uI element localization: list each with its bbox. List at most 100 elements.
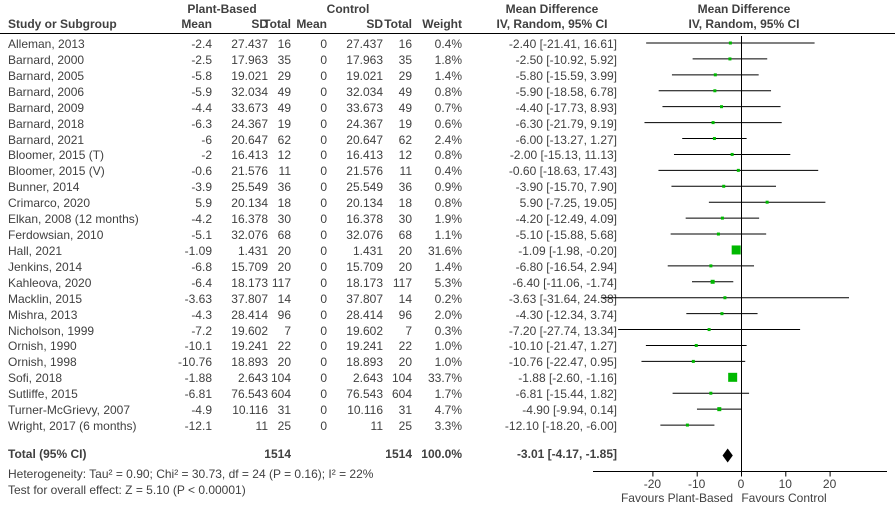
cell-sd_t: 1.431 bbox=[237, 243, 268, 258]
cell-n_c: 62 bbox=[398, 132, 412, 147]
cell-sd_t: 28.414 bbox=[231, 307, 268, 322]
cell-sd_c: 76.543 bbox=[346, 387, 383, 402]
cell-sd_t: 21.576 bbox=[231, 164, 268, 179]
cell-ci: -6.30 [-21.79, 9.19] bbox=[515, 116, 617, 131]
cell-mean_c: 0 bbox=[320, 243, 327, 258]
cell-mean_t: -4.9 bbox=[191, 403, 212, 418]
column-header-total-treatment: Total bbox=[263, 17, 291, 31]
study-row: Bloomer, 2015 (V) -0.6 21.576 11 0 21.576 11 0.… bbox=[0, 163, 895, 179]
study-row: Barnard, 2006 -5.9 32.034 49 0 32.034 49 0.8% -5… bbox=[0, 84, 895, 100]
cell-n_t: 20 bbox=[277, 243, 291, 258]
study-name: Mishra, 2013 bbox=[8, 307, 78, 322]
cell-ci: -2.00 [-15.13, 11.13] bbox=[509, 148, 617, 163]
cell-sd_c: 33.673 bbox=[346, 100, 383, 115]
cell-n_c: 11 bbox=[399, 164, 412, 179]
cell-n_c: 96 bbox=[398, 307, 412, 322]
cell-mean_c: 0 bbox=[320, 37, 327, 51]
cell-n_t: 36 bbox=[277, 180, 291, 195]
cell-n_t: 19 bbox=[277, 116, 291, 131]
cell-ci: -6.00 [-13.27, 1.27] bbox=[515, 132, 617, 147]
study-name: Crimarco, 2020 bbox=[8, 196, 91, 211]
total-weight: 100.0% bbox=[421, 447, 462, 461]
cell-n_c: 20 bbox=[398, 355, 412, 370]
total-n-treatment: 1514 bbox=[264, 447, 291, 461]
column-header-sd-treatment: SD bbox=[251, 17, 268, 31]
axis-tick-label: -10 bbox=[688, 477, 706, 491]
study-row: Ornish, 1998 -10.76 18.893 20 0 18.893 20 1.0% -… bbox=[0, 354, 895, 370]
cell-sd_t: 15.709 bbox=[231, 259, 268, 274]
cell-sd_c: 20.647 bbox=[346, 132, 383, 147]
cell-mean_t: 5.9 bbox=[195, 196, 212, 211]
cell-mean_t: -10.76 bbox=[177, 355, 212, 370]
study-name: Turner-McGrievy, 2007 bbox=[8, 403, 131, 418]
study-name: Barnard, 2009 bbox=[8, 100, 85, 115]
cell-sd_c: 24.367 bbox=[346, 116, 383, 131]
study-name: Macklin, 2015 bbox=[8, 291, 83, 306]
cell-weight: 1.7% bbox=[434, 387, 462, 402]
study-row: Bunner, 2014 -3.9 25.549 36 0 25.549 36 0.9% -3.… bbox=[0, 179, 895, 195]
cell-n_t: 96 bbox=[277, 307, 291, 322]
cell-weight: 1.0% bbox=[434, 339, 462, 354]
cell-sd_t: 18.893 bbox=[231, 355, 268, 370]
cell-n_t: 35 bbox=[277, 52, 291, 67]
cell-weight: 1.4% bbox=[434, 68, 462, 83]
cell-sd_t: 33.673 bbox=[231, 100, 268, 115]
cell-n_c: 7 bbox=[405, 323, 412, 338]
column-header-study: Study or Subgroup bbox=[8, 17, 117, 31]
cell-sd_c: 2.643 bbox=[352, 371, 383, 386]
cell-sd_c: 19.602 bbox=[346, 323, 383, 338]
cell-n_t: 62 bbox=[277, 132, 291, 147]
cell-ci: -10.76 [-22.47, 0.95] bbox=[508, 355, 617, 370]
cell-mean_c: 0 bbox=[320, 180, 327, 195]
cell-mean_c: 0 bbox=[320, 228, 327, 243]
study-row: Turner-McGrievy, 2007 -4.9 10.116 31 0 10.116… bbox=[0, 402, 895, 418]
cell-sd_c: 32.034 bbox=[346, 84, 383, 99]
cell-sd_c: 17.963 bbox=[346, 52, 383, 67]
cell-ci: -4.90 [-9.94, 0.14] bbox=[522, 403, 617, 418]
cell-ci: -3.63 [-31.64, 24.38] bbox=[508, 291, 617, 306]
cell-weight: 0.4% bbox=[434, 164, 462, 179]
cell-n_c: 35 bbox=[398, 52, 412, 67]
study-name: Bunner, 2014 bbox=[8, 180, 80, 195]
cell-ci: -12.10 [-18.20, -6.00] bbox=[504, 419, 617, 434]
cell-n_c: 19 bbox=[398, 116, 412, 131]
cell-mean_t: -4.3 bbox=[191, 307, 212, 322]
cell-sd_t: 32.076 bbox=[231, 228, 268, 243]
cell-sd_c: 21.576 bbox=[346, 164, 383, 179]
cell-mean_t: -6.81 bbox=[184, 387, 212, 402]
cell-mean_t: -4.2 bbox=[191, 212, 212, 227]
study-row: Sutliffe, 2015 -6.81 76.543 604 0 76.543 604 1.… bbox=[0, 386, 895, 402]
study-row: Alleman, 2013 -2.4 27.437 16 0 27.437 16 0.4% -2… bbox=[0, 36, 895, 52]
cell-weight: 3.3% bbox=[434, 419, 462, 434]
cell-n_t: 604 bbox=[270, 387, 291, 402]
cell-mean_t: -6 bbox=[201, 132, 212, 147]
study-row: Hall, 2021 -1.09 1.431 20 0 1.431 20 31.6% -1.09… bbox=[0, 243, 895, 259]
study-name: Sutliffe, 2015 bbox=[8, 387, 78, 402]
cell-mean_c: 0 bbox=[320, 291, 327, 306]
cell-mean_c: 0 bbox=[320, 387, 327, 402]
cell-sd_t: 19.241 bbox=[231, 339, 268, 354]
cell-sd_c: 16.413 bbox=[346, 148, 383, 163]
cell-sd_c: 28.414 bbox=[346, 307, 383, 322]
plot-header-title: Mean Difference bbox=[697, 2, 791, 16]
cell-weight: 33.7% bbox=[427, 371, 462, 386]
cell-n_t: 20 bbox=[277, 355, 291, 370]
study-row: Sofi, 2018 -1.88 2.643 104 0 2.643 104 33.7% -1.… bbox=[0, 370, 895, 386]
cell-n_c: 68 bbox=[398, 228, 412, 243]
column-header-mean-treatment: Mean bbox=[181, 17, 212, 31]
cell-ci: -4.20 [-12.49, 4.09] bbox=[515, 212, 617, 227]
heterogeneity-note: Heterogeneity: Tau² = 0.90; Chi² = 30.73… bbox=[8, 467, 374, 481]
cell-ci: -5.10 [-15.88, 5.68] bbox=[515, 228, 617, 243]
axis-tick-label: 0 bbox=[737, 477, 745, 491]
cell-mean_c: 0 bbox=[320, 403, 327, 418]
study-row: Ornish, 1990 -10.1 19.241 22 0 19.241 22 1.0% -1… bbox=[0, 338, 895, 354]
total-ci: -3.01 [-4.17, -1.85] bbox=[516, 447, 617, 461]
cell-mean_c: 0 bbox=[320, 84, 327, 99]
cell-sd_c: 25.549 bbox=[346, 180, 383, 195]
cell-weight: 2.0% bbox=[434, 307, 462, 322]
study-name: Ferdowsian, 2010 bbox=[8, 228, 104, 243]
cell-ci: -5.80 [-15.59, 3.99] bbox=[515, 68, 617, 83]
study-row: Barnard, 2018 -6.3 24.367 19 0 24.367 19 0.6% -6… bbox=[0, 116, 895, 132]
cell-mean_t: -3.9 bbox=[191, 180, 212, 195]
cell-mean_t: -5.8 bbox=[191, 68, 212, 83]
